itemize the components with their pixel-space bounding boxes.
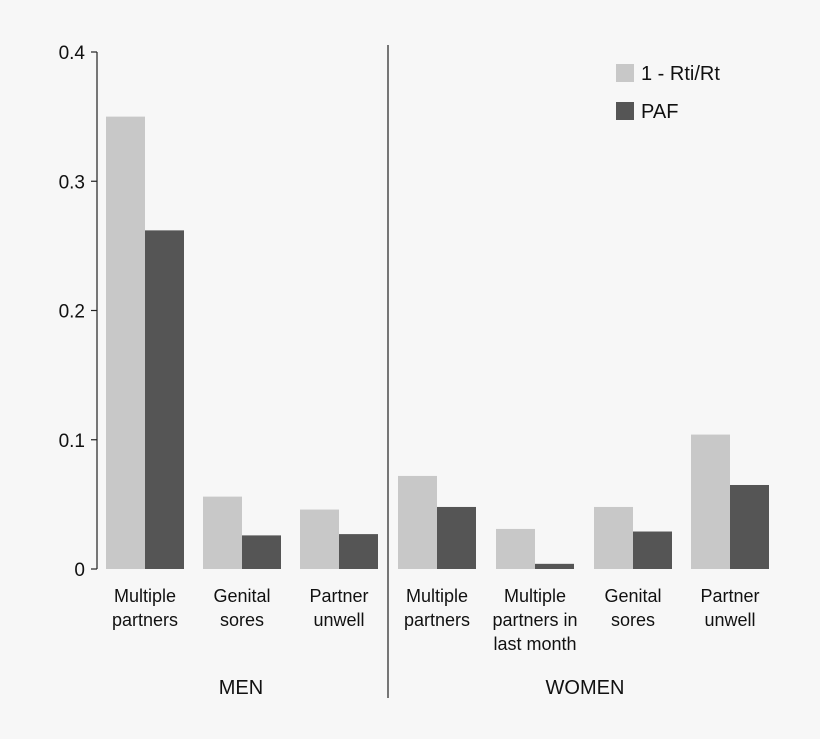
bar-rti-5 xyxy=(594,506,633,569)
y-tick-label: 0.1 xyxy=(59,431,85,452)
x-category-label: last month xyxy=(493,634,576,654)
bar-paf-4 xyxy=(535,563,574,569)
x-category-label: partners xyxy=(404,610,470,630)
legend-swatch xyxy=(616,64,634,82)
x-category-label: unwell xyxy=(313,610,364,630)
bars xyxy=(106,116,769,570)
legend-label: 1 - Rti/Rt xyxy=(641,63,720,85)
bar-rti-4 xyxy=(496,528,535,569)
group-label-men: MEN xyxy=(219,677,263,699)
x-category-label: Genital xyxy=(213,586,270,606)
x-category-label: partners in xyxy=(492,610,577,630)
bar-paf-3 xyxy=(437,506,476,569)
x-category-label: Partner xyxy=(700,586,759,606)
bar-rti-0 xyxy=(106,116,145,569)
x-category-label: Partner xyxy=(309,586,368,606)
y-tick-label: 0.4 xyxy=(59,43,86,64)
bar-paf-2 xyxy=(339,534,378,569)
y-tick-label: 0.3 xyxy=(59,172,85,193)
bar-rti-3 xyxy=(398,475,437,569)
bar-paf-5 xyxy=(633,531,672,569)
bar-paf-1 xyxy=(242,535,281,569)
bar-rti-6 xyxy=(691,434,730,569)
group-label-women: WOMEN xyxy=(546,677,625,699)
x-category-label: sores xyxy=(220,610,264,630)
axes: 0 0.1 0.2 0.3 0.4 xyxy=(59,43,389,698)
x-category-label: Multiple xyxy=(504,586,566,606)
category-labels: Multiple partners Genital sores Partner unwel… xyxy=(112,586,760,699)
x-category-label: Genital xyxy=(604,586,661,606)
bar-paf-0 xyxy=(145,230,184,570)
x-category-label: unwell xyxy=(704,610,755,630)
x-category-label: Multiple xyxy=(114,586,176,606)
bar-paf-6 xyxy=(730,484,769,569)
legend: 1 - Rti/Rt PAF xyxy=(616,63,720,123)
x-category-label: partners xyxy=(112,610,178,630)
y-tick-label: 0.2 xyxy=(59,302,85,323)
x-category-label: sores xyxy=(611,610,655,630)
legend-label: PAF xyxy=(641,101,678,123)
bar-rti-2 xyxy=(300,509,339,569)
legend-swatch xyxy=(616,102,634,120)
x-category-label: Multiple xyxy=(406,586,468,606)
y-tick-label: 0 xyxy=(74,560,85,581)
bar-rti-1 xyxy=(203,496,242,569)
